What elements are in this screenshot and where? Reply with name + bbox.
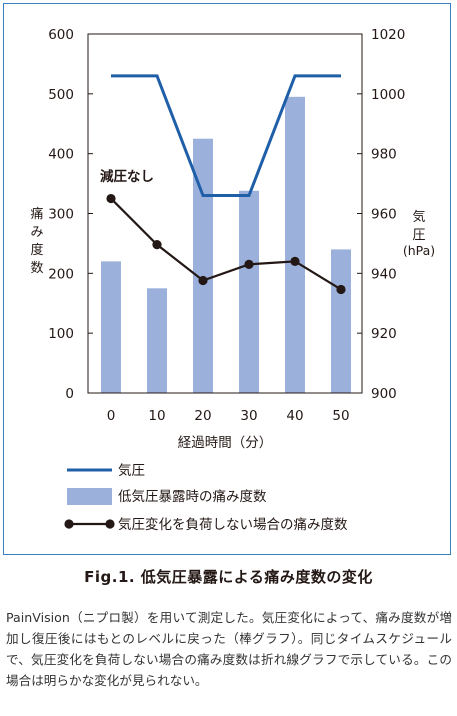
right-tick-label: 1020 <box>371 27 405 43</box>
legend-item-bars: 低気圧暴露時の痛み度数 <box>67 488 267 505</box>
bar-20 <box>193 138 213 393</box>
legend-item-pressure: 気圧 <box>67 463 145 479</box>
x-tick-label: 30 <box>240 408 257 424</box>
no-load-point-30 <box>244 259 254 269</box>
right-axis-label-char: 気 <box>412 209 425 225</box>
left-tick-label: 300 <box>48 207 74 223</box>
no-load-point-0 <box>106 193 116 204</box>
left-tick-label: 200 <box>48 266 74 282</box>
legend-label-no-load: 気圧変化を負荷しない場合の痛み度数 <box>118 516 348 533</box>
no-load-point-10 <box>152 240 162 250</box>
annotation-no-decompression: 減圧なし <box>100 168 154 185</box>
bar-30 <box>239 190 259 393</box>
no-load-point-40 <box>290 256 300 266</box>
right-axis-unit: (hPa) <box>403 243 435 258</box>
pressure-line <box>111 74 341 198</box>
right-tick-label: 940 <box>371 266 397 282</box>
right-axis-label: 気圧 <box>412 209 425 243</box>
bar-0 <box>101 261 121 393</box>
right-tick-label: 980 <box>371 147 397 163</box>
left-tick-label: 500 <box>48 87 74 103</box>
left-axis-label-char: 痛 <box>30 206 43 222</box>
left-axis-label: 痛み度数 <box>30 206 43 276</box>
left-tick-label: 0 <box>65 386 74 402</box>
right-tick-label: 1000 <box>371 87 405 103</box>
no-load-pain-line <box>110 197 342 291</box>
legend-swatch-bars <box>67 488 112 505</box>
plot-frame <box>87 33 363 394</box>
left-axis-label-char: み <box>30 225 43 240</box>
x-tick-label: 20 <box>194 408 211 424</box>
left-axis-label-char: 数 <box>30 261 43 276</box>
right-axis-label-char: 圧 <box>412 228 425 243</box>
x-axis-label: 経過時間（分） <box>178 435 273 451</box>
figure-caption: Fig.1. 低気圧暴露による痛み度数の変化 <box>84 568 373 586</box>
no-load-point-20 <box>198 275 208 286</box>
bar-50 <box>331 249 351 393</box>
left-tick-label: 600 <box>48 27 74 43</box>
right-tick-label: 900 <box>371 386 397 402</box>
legend-swatch-no-load-dot <box>64 519 74 529</box>
legend-swatch-no-load-dot <box>105 519 115 529</box>
x-tick-label: 10 <box>148 408 165 424</box>
left-tick-label: 100 <box>48 326 74 342</box>
legend-item-no-load: 気圧変化を負荷しない場合の痛み度数 <box>64 516 348 533</box>
x-tick-label: 0 <box>107 408 116 424</box>
figure-note: PainVision（ニプロ製）を用いて測定した。気圧変化によって、痛み度数が増… <box>6 610 452 688</box>
legend-label-bars: 低気圧暴露時の痛み度数 <box>118 488 267 505</box>
figure-frame <box>3 3 451 555</box>
bar-10 <box>147 288 167 393</box>
no-load-point-50 <box>336 284 346 295</box>
right-tick-label: 920 <box>371 326 397 342</box>
left-tick-label: 400 <box>48 147 74 163</box>
x-tick-label: 50 <box>332 408 349 424</box>
left-axis-label-char: 度 <box>30 242 43 258</box>
legend-label-pressure: 気圧 <box>118 463 145 479</box>
bar-40 <box>285 96 305 393</box>
x-tick-label: 40 <box>286 408 303 424</box>
right-tick-label: 960 <box>371 207 397 223</box>
chart: 減圧なし 01002003004005006009009209409609801… <box>30 27 435 533</box>
